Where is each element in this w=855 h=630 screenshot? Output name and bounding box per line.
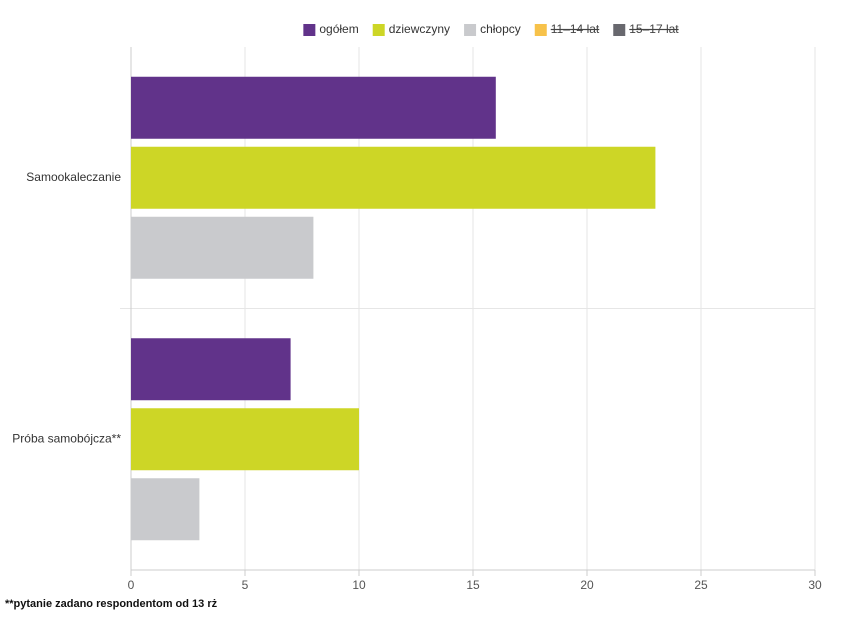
legend-swatch [464, 24, 477, 36]
x-tick-label: 0 [128, 578, 135, 592]
y-tick-label: Próba samobójcza** [12, 431, 121, 445]
bar [131, 408, 359, 471]
y-tick-label: Samookaleczanie [26, 170, 121, 184]
legend-swatch [372, 24, 385, 36]
x-tick-label: 10 [352, 578, 366, 592]
footnote: **pytanie zadano respondentom od 13 rż [5, 598, 218, 610]
x-tick-label: 25 [694, 578, 708, 592]
x-tick-label: 5 [242, 578, 249, 592]
bar [131, 76, 496, 139]
legend-swatch [613, 24, 626, 36]
legend-label[interactable]: 11–14 lat [551, 22, 600, 36]
legend-label[interactable]: 15–17 lat [629, 22, 679, 36]
legend-label[interactable]: dziewczyny [389, 22, 450, 36]
bar [131, 146, 656, 209]
bar [131, 478, 200, 541]
bar [131, 338, 291, 401]
legend-swatch [534, 24, 547, 36]
bar [131, 216, 314, 279]
legend-swatch [303, 24, 316, 36]
legend-label[interactable]: ogółem [319, 22, 358, 36]
legend-label[interactable]: chłopcy [480, 22, 521, 36]
x-tick-label: 15 [466, 578, 480, 592]
x-tick-label: 20 [580, 578, 594, 592]
x-tick-label: 30 [808, 578, 822, 592]
